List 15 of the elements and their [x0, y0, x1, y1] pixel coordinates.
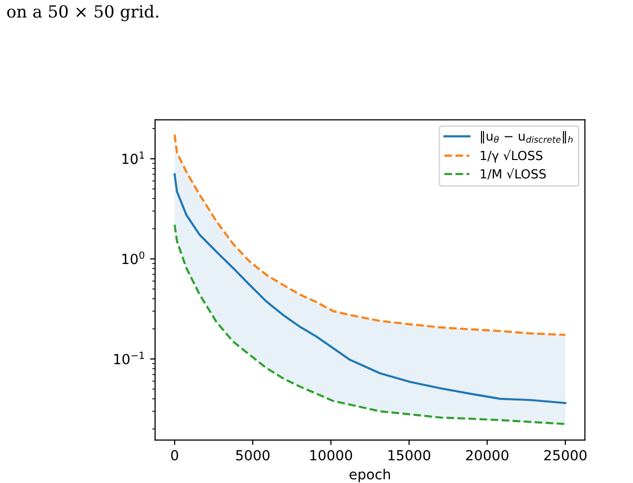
x-tick-label: 20000 [466, 450, 508, 460]
y-tick-label: 10$^{1}$ [122, 152, 144, 164]
x-axis-title: epoch [350, 468, 390, 482]
legend-label: 1/γ √LOSS [480, 150, 542, 163]
text: on a 50 × 50 grid. [7, 4, 158, 22]
x-tick-label: 5000 [236, 450, 270, 460]
x-tick-label: 10000 [310, 450, 352, 460]
x-tick-label: 25000 [544, 450, 587, 460]
y-tick-label: 10$^{0}$ [122, 251, 144, 264]
x-tick-label: 15000 [388, 450, 430, 460]
legend-label: 1/M √LOSS [480, 168, 546, 180]
x-tick-label: 0 [171, 450, 178, 460]
legend-label: ‖u$_{θ}$ − u$_{discrete}$‖$_{h}$ [480, 131, 573, 144]
line-series [174, 224, 566, 426]
y-tick-label: 10$^{−1}$ [114, 352, 144, 364]
